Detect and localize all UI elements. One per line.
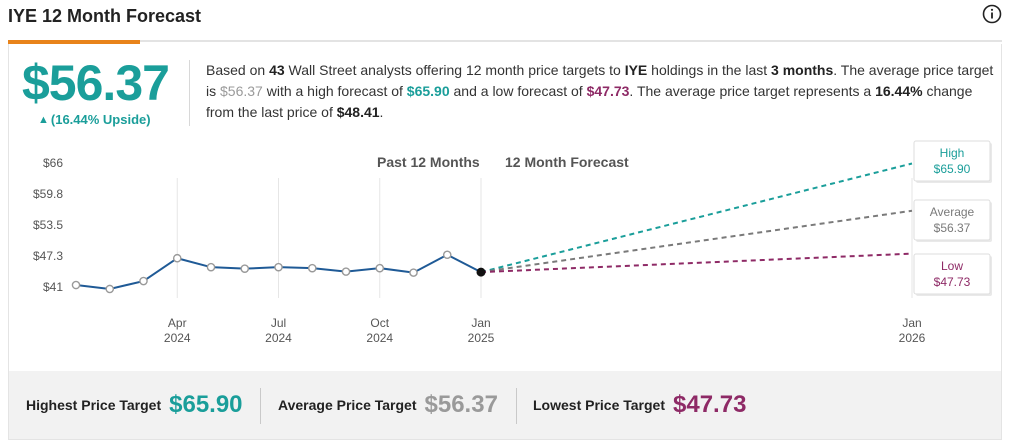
y-tick-label: $66 bbox=[43, 156, 63, 170]
info-icon[interactable] bbox=[982, 4, 1002, 24]
summary-low: $47.73 bbox=[586, 83, 630, 99]
price-point bbox=[139, 276, 148, 286]
highest-target-value: $65.90 bbox=[169, 391, 243, 418]
x-tick-month: Oct bbox=[370, 316, 389, 330]
highest-target-label: Highest Price Target bbox=[26, 397, 162, 413]
average-target-label: Average Price Target bbox=[278, 397, 417, 413]
page-title: IYE 12 Month Forecast bbox=[8, 6, 202, 26]
lowest-target-value: $47.73 bbox=[673, 391, 747, 418]
x-tick-month: Jan bbox=[902, 316, 921, 330]
chart-title-past: Past 12 Months bbox=[377, 154, 480, 170]
x-tick-year: 2025 bbox=[468, 331, 495, 345]
y-tick-label: $41 bbox=[43, 280, 63, 294]
up-arrow-icon: ▲ bbox=[38, 113, 49, 126]
forecast-box-high bbox=[913, 140, 991, 182]
chart-title-forecast: 12 Month Forecast bbox=[505, 154, 629, 170]
targets-divider bbox=[260, 388, 261, 424]
lowest-target: Lowest Price Target $47.73 bbox=[533, 371, 746, 439]
y-tick-label: $59.8 bbox=[33, 187, 63, 201]
forecast-value-high: $65.90 bbox=[934, 162, 971, 176]
price-point bbox=[105, 284, 115, 294]
price-point bbox=[71, 280, 81, 290]
price-point bbox=[274, 262, 283, 272]
price-point bbox=[375, 263, 385, 273]
forecast-label-low: Low bbox=[941, 259, 963, 273]
forecast-value-low: $47.73 bbox=[934, 275, 971, 289]
y-tick-label: $47.3 bbox=[33, 249, 63, 263]
forecast-label-high: High bbox=[940, 146, 965, 160]
price-point bbox=[172, 253, 182, 263]
x-tick-year: 2026 bbox=[899, 331, 926, 345]
price-point bbox=[206, 262, 216, 272]
price-targets-bar: Highest Price Target $65.90 Average Pric… bbox=[9, 371, 1001, 439]
targets-divider bbox=[516, 388, 517, 424]
summary-divider bbox=[189, 60, 190, 126]
price-point bbox=[240, 264, 250, 273]
average-target-value: $56.37 bbox=[424, 391, 498, 418]
header-accent-bar bbox=[8, 40, 140, 44]
x-tick-year: 2024 bbox=[265, 331, 292, 345]
summary-average: $56.37 bbox=[220, 83, 263, 99]
x-tick-month: Jul bbox=[271, 316, 286, 330]
forecast-line-average bbox=[480, 209, 913, 274]
x-tick-month: Jan bbox=[471, 316, 490, 330]
highest-target: Highest Price Target $65.90 bbox=[26, 371, 243, 439]
header-divider bbox=[8, 40, 1002, 42]
price-point bbox=[341, 267, 351, 276]
average-price-target: $56.37 bbox=[22, 55, 170, 111]
forecast-value-average: $56.37 bbox=[934, 221, 971, 235]
summary-high: $65.90 bbox=[406, 83, 450, 99]
y-tick-label: $53.5 bbox=[33, 218, 63, 232]
forecast-box-average bbox=[913, 199, 991, 241]
price-point bbox=[307, 263, 317, 273]
forecast-label-average: Average bbox=[930, 205, 975, 219]
price-point bbox=[442, 250, 452, 260]
upside-text: (16.44% Upside) bbox=[50, 112, 151, 127]
upside-badge: ▲ (16.44% Upside) bbox=[38, 112, 151, 127]
forecast-line-high bbox=[480, 162, 913, 274]
forecast-box-low bbox=[913, 253, 991, 295]
current-price-point bbox=[476, 267, 486, 277]
average-target: Average Price Target $56.37 bbox=[278, 371, 498, 439]
x-tick-year: 2024 bbox=[366, 331, 393, 345]
forecast-summary: Based on 43 Wall Street analysts offerin… bbox=[206, 62, 994, 120]
x-tick-month: Apr bbox=[168, 316, 187, 330]
lowest-target-label: Lowest Price Target bbox=[533, 397, 666, 413]
price-point bbox=[409, 268, 418, 277]
x-tick-year: 2024 bbox=[164, 331, 191, 345]
